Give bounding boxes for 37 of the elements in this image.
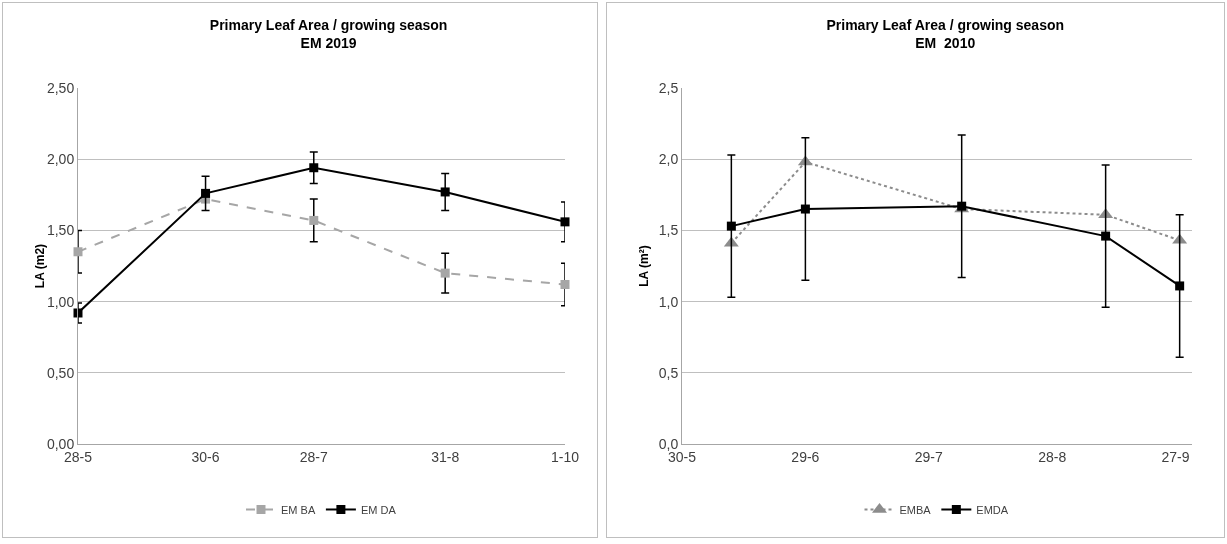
x-tick-label: 28-7 [299,448,328,465]
y-tick-label: 1,0 [658,293,679,310]
point [309,215,319,225]
chart-title: Primary Leaf Area / growing season EM 2010 [826,16,1065,51]
x-tick-label: 29-7 [914,448,943,465]
point [726,221,736,231]
y-tick-label: 2,50 [46,79,75,96]
y-tick-label: 1,5 [658,222,679,239]
point [560,217,570,227]
y-tick-label: 1,50 [46,222,75,239]
legend-label: EMBA [899,503,932,516]
y-tick-label: 2,5 [658,79,679,96]
point [309,163,319,173]
point [1175,281,1185,291]
point [1101,231,1111,241]
point [440,187,450,197]
legend-label: EMDA [976,503,1009,516]
y-axis-title: LA (m²) [637,245,651,287]
y-tick-label: 0,5 [658,364,679,381]
legend-label: EM BA [281,503,316,516]
point [560,280,570,290]
point [201,188,211,198]
point [800,204,810,214]
x-tick-label: 30-6 [191,448,220,465]
x-tick-label: 31-8 [431,448,460,465]
point [440,268,450,278]
x-tick-label: 28-8 [1038,448,1067,465]
y-tick-label: 1,00 [46,293,75,310]
y-tick-label: 2,00 [46,151,75,168]
y-axis-title: LA (m2) [33,243,47,289]
x-tick-label: 27-9 [1161,448,1190,465]
x-tick-label: 29-6 [791,448,820,465]
chart-title: Primary Leaf Area / growing season EM 2019 [209,16,448,51]
legend-label: EM DA [360,503,397,516]
y-tick-label: 2,0 [658,151,679,168]
x-tick-label: 1-10 [550,448,580,465]
y-tick-label: 0,50 [46,364,75,381]
